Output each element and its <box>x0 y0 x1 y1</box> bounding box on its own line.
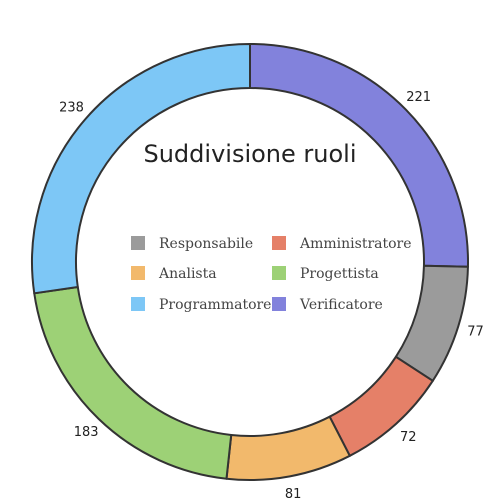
value-label-verificatore: 221 <box>406 90 431 105</box>
slice-progettista <box>33 285 233 480</box>
slice-amministratore <box>328 355 434 457</box>
value-labels: 221 77 72 81 183 238 <box>59 90 484 500</box>
legend-label-progettista: Progettista <box>300 266 379 282</box>
donut-slices <box>31 43 469 481</box>
legend-label-programmatore: Programmatore <box>159 297 271 313</box>
legend-swatch-responsabile <box>131 236 145 250</box>
value-label-programmatore: 238 <box>59 101 84 116</box>
legend-label-verificatore: Verificatore <box>299 297 383 313</box>
slice-programmatore <box>31 43 251 295</box>
legend-swatch-amministratore <box>272 236 286 250</box>
legend-swatch-progettista <box>272 266 286 280</box>
legend-swatch-analista <box>131 266 145 280</box>
chart-title: Suddivisione ruoli <box>143 140 356 168</box>
legend-label-amministratore: Amministratore <box>299 236 412 252</box>
legend-label-responsabile: Responsabile <box>159 236 253 252</box>
value-label-amministratore: 72 <box>400 430 417 445</box>
legend-swatch-verificatore <box>272 297 286 311</box>
value-label-responsabile: 77 <box>467 325 484 340</box>
legend-swatch-programmatore <box>131 297 145 311</box>
legend-label-analista: Analista <box>158 266 217 282</box>
slice-analista <box>225 415 351 481</box>
legend: Responsabile Amministratore Analista Proget… <box>131 236 412 313</box>
value-label-progettista: 183 <box>74 425 99 440</box>
value-label-analista: 81 <box>285 487 302 500</box>
